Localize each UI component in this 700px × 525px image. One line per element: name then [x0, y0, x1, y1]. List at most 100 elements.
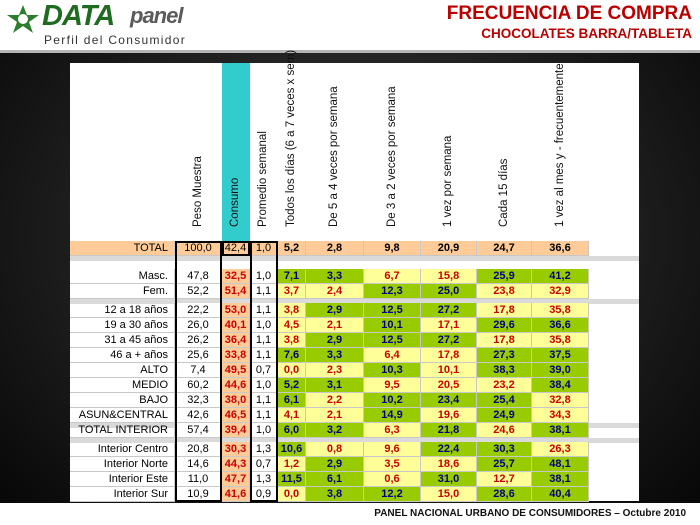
- header-bar: DATA panel Perfil del Consumidor FRECUEN…: [0, 0, 700, 53]
- segment-label: TOTAL: [70, 241, 175, 256]
- value-cell: 26,0: [175, 318, 222, 333]
- table-row: MEDIO 60,2 44,6 1,0 5,2 3,1 9,5 20,5 23,2 38,4: [70, 378, 639, 393]
- value-cell: 2,1: [306, 408, 364, 423]
- segment-label: 46 a + años: [70, 348, 175, 363]
- row-separator: [70, 256, 639, 261]
- value-cell: 20,8: [175, 442, 222, 457]
- table-row: Masc. 47,8 32,5 1,0 7,1 3,3 6,7 15,8 25,9 41,2: [70, 269, 639, 284]
- value-cell: 2,9: [306, 457, 364, 472]
- value-cell: 100,0: [175, 241, 222, 256]
- value-cell: 2,8: [306, 241, 364, 256]
- value-cell: 36,6: [532, 318, 589, 333]
- column-header: De 3 a 2 veces por semana: [364, 63, 421, 241]
- column-header: 1 vez al mes y - frecuentemente: [532, 63, 589, 241]
- value-cell: 12,5: [364, 303, 421, 318]
- value-cell: 12,3: [364, 284, 421, 299]
- value-cell: 34,3: [532, 408, 589, 423]
- value-cell: 22,4: [421, 442, 477, 457]
- value-cell: 2,9: [306, 333, 364, 348]
- value-cell: 25,4: [477, 393, 532, 408]
- table-row: 46 a + años 25,6 33,8 1,1 7,6 3,3 6,4 17,8 27,3 3…: [70, 348, 639, 363]
- row-separator: [70, 299, 639, 304]
- value-cell: 52,2: [175, 284, 222, 299]
- value-cell: 21,8: [421, 423, 477, 438]
- segment-label: MEDIO: [70, 378, 175, 393]
- value-cell: 6,3: [364, 423, 421, 438]
- table-row: 31 a 45 años 26,2 36,4 1,1 3,8 2,9 12,5 27,2 17,…: [70, 333, 639, 348]
- value-cell: 1,0: [250, 269, 278, 284]
- logo-panel-text: panel: [130, 3, 183, 28]
- value-cell: 12,7: [477, 472, 532, 487]
- row-separator: [70, 438, 639, 443]
- value-cell: 53,0: [222, 303, 250, 318]
- table-row: ASUN&CENTRAL 42,6 46,5 1,1 4,1 2,1 14,9 19,6 24,…: [70, 408, 639, 423]
- value-cell: 0,7: [250, 363, 278, 378]
- value-cell: 15,8: [421, 269, 477, 284]
- table-row: Interior Norte 14,6 44,3 0,7 1,2 2,9 3,5 18,6 25…: [70, 457, 639, 472]
- column-header-label: De 3 a 2 veces por semana: [385, 86, 398, 227]
- value-cell: 1,1: [250, 408, 278, 423]
- segment-label: Interior Este: [70, 472, 175, 487]
- value-cell: 36,4: [222, 333, 250, 348]
- value-cell: 12,2: [364, 487, 421, 502]
- column-header-label: Todos los días (6 a 7 veces x sem): [285, 49, 297, 227]
- value-cell: 1,1: [250, 303, 278, 318]
- value-cell: 7,4: [175, 363, 222, 378]
- table-row: 19 a 30 años 26,0 40,1 1,0 4,5 2,1 10,1 17,1 29,…: [70, 318, 639, 333]
- table-row: ALTO 7,4 49,5 0,7 0,0 2,3 10,3 10,1 38,3 39,0: [70, 363, 639, 378]
- value-cell: 12,5: [364, 333, 421, 348]
- value-cell: 7,1: [278, 269, 306, 284]
- table-row: TOTAL INTERIOR 57,4 39,4 1,0 6,0 3,2 6,3 21,8 24…: [70, 423, 639, 438]
- value-cell: 51,4: [222, 284, 250, 299]
- value-cell: 17,8: [421, 348, 477, 363]
- value-cell: 11,5: [278, 472, 306, 487]
- value-cell: 22,2: [175, 303, 222, 318]
- value-cell: 3,3: [306, 348, 364, 363]
- column-header: Consumo: [222, 63, 250, 241]
- value-cell: 0,0: [278, 363, 306, 378]
- value-cell: 2,4: [306, 284, 364, 299]
- value-cell: 1,3: [250, 442, 278, 457]
- value-cell: 39,0: [532, 363, 589, 378]
- value-cell: 10,2: [364, 393, 421, 408]
- value-cell: 40,4: [532, 487, 589, 502]
- value-cell: 25,0: [421, 284, 477, 299]
- table-row: Interior Sur 10,9 41,6 0,9 0,0 3,8 12,2 15,0 28,…: [70, 487, 639, 502]
- value-cell: 10,1: [421, 363, 477, 378]
- value-cell: 10,1: [364, 318, 421, 333]
- value-cell: 18,6: [421, 457, 477, 472]
- value-cell: 48,1: [532, 457, 589, 472]
- value-cell: 0,0: [278, 487, 306, 502]
- value-cell: 5,2: [278, 241, 306, 256]
- value-cell: 42,6: [175, 408, 222, 423]
- segment-label: Interior Centro: [70, 442, 175, 457]
- segment-label: Fem.: [70, 284, 175, 299]
- value-cell: 24,6: [477, 423, 532, 438]
- value-cell: 6,4: [364, 348, 421, 363]
- value-cell: 1,1: [250, 333, 278, 348]
- value-cell: 3,1: [306, 378, 364, 393]
- value-cell: 6,1: [306, 472, 364, 487]
- value-cell: 3,5: [364, 457, 421, 472]
- value-cell: 2,2: [306, 393, 364, 408]
- value-cell: 3,7: [278, 284, 306, 299]
- value-cell: 49,5: [222, 363, 250, 378]
- footer-bar: PANEL NACIONAL URBANO DE CONSUMIDORES – …: [0, 503, 700, 525]
- column-header: 1 vez por semana: [421, 63, 477, 241]
- value-cell: 4,5: [278, 318, 306, 333]
- value-cell: 2,3: [306, 363, 364, 378]
- table-row: Interior Centro 20,8 30,3 1,3 10,6 0,8 9,6 22,4…: [70, 442, 639, 457]
- segment-label: Interior Sur: [70, 487, 175, 502]
- logo-data-text: DATA: [42, 0, 115, 32]
- value-cell: 2,1: [306, 318, 364, 333]
- value-cell: 26,3: [532, 442, 589, 457]
- value-cell: 10,3: [364, 363, 421, 378]
- value-cell: 28,6: [477, 487, 532, 502]
- value-cell: 7,6: [278, 348, 306, 363]
- frequency-table: Peso Muestra Consumo Promedio semanal Todos…: [70, 50, 639, 502]
- value-cell: 27,2: [421, 333, 477, 348]
- value-cell: 25,9: [477, 269, 532, 284]
- value-cell: 30,3: [222, 442, 250, 457]
- value-cell: 17,1: [421, 318, 477, 333]
- page-subtitle: CHOCOLATES BARRA/TABLETA: [481, 26, 692, 41]
